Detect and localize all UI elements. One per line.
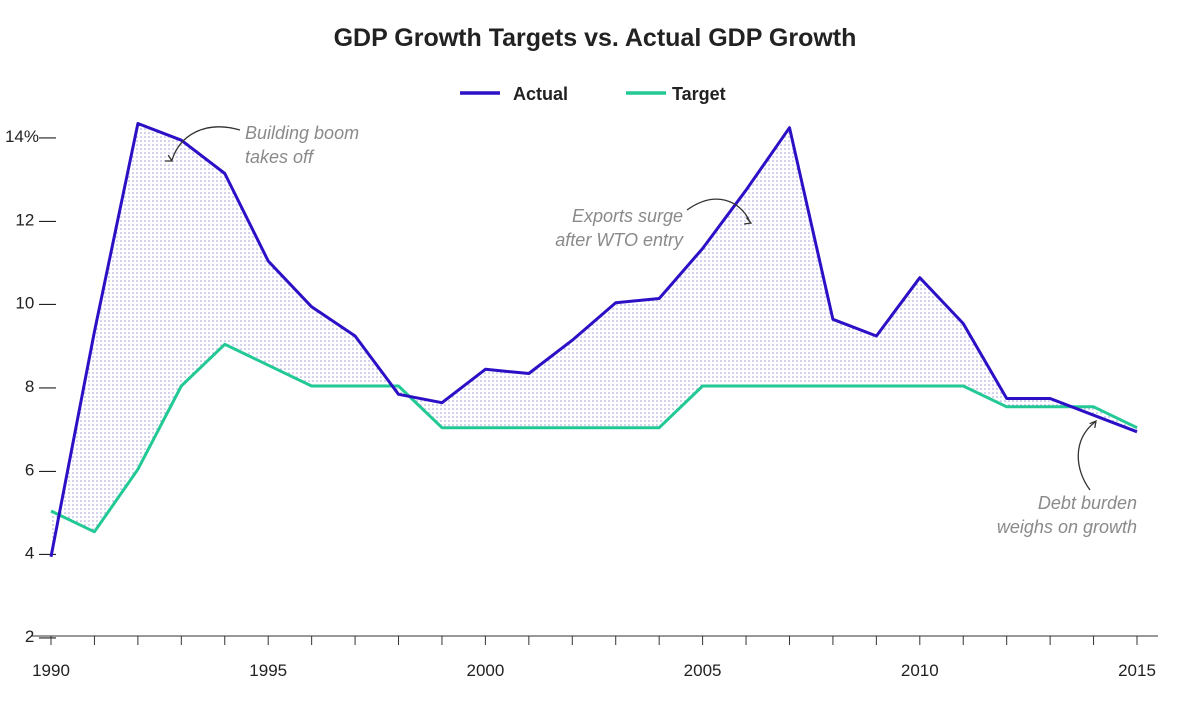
annotation-text-line: weighs on growth bbox=[997, 517, 1137, 537]
annotation-arrowhead bbox=[744, 217, 753, 225]
annotation-text-line: takes off bbox=[245, 147, 315, 167]
chart-axes: 1990 1995 2000 2005 2010 2015 14%— 12 — 10 — 8 — 6… bbox=[5, 127, 1158, 680]
annotation-text-line: after WTO entry bbox=[555, 230, 684, 250]
annotation-wto: Exports surge after WTO entry bbox=[555, 198, 753, 250]
legend-label-target: Target bbox=[672, 84, 726, 104]
y-tick-label: 10 — bbox=[15, 294, 56, 313]
y-tick-label: 14%— bbox=[5, 127, 56, 146]
y-tick-label: 8 — bbox=[25, 377, 56, 396]
x-tick-label: 2005 bbox=[684, 661, 722, 680]
chart-title: GDP Growth Targets vs. Actual GDP Growth bbox=[334, 24, 857, 52]
actual-series-line bbox=[49, 122, 1138, 558]
y-tick-label: 12 — bbox=[15, 210, 56, 229]
annotation-text-line: Debt burden bbox=[1038, 493, 1137, 513]
x-tick-label: 2000 bbox=[466, 661, 504, 680]
annotation-boom: Building boom takes off bbox=[165, 123, 359, 167]
x-tick-label: 2010 bbox=[901, 661, 939, 680]
x-tick-label: 1990 bbox=[32, 661, 70, 680]
chart-legend: Actual Target bbox=[460, 84, 726, 104]
annotation-arrow bbox=[1077, 421, 1096, 491]
annotation-arrowhead bbox=[165, 154, 174, 162]
y-tick-label: 6 — bbox=[25, 460, 56, 479]
annotation-text-line: Exports surge bbox=[572, 206, 683, 226]
annotation-text-line: Building boom bbox=[245, 123, 359, 143]
annotation-arrow bbox=[686, 198, 751, 223]
y-tick-label: 4 — bbox=[25, 544, 56, 563]
chart-series bbox=[49, 122, 1138, 558]
legend-label-actual: Actual bbox=[513, 84, 568, 104]
annotation-arrow bbox=[171, 126, 241, 161]
annotation-debt: Debt burden weighs on growth bbox=[997, 419, 1137, 537]
x-tick-label: 2015 bbox=[1118, 661, 1156, 680]
x-tick-label: 1995 bbox=[249, 661, 287, 680]
target-series-line bbox=[50, 342, 1138, 534]
annotation-arrowhead bbox=[1089, 419, 1097, 429]
chart-annotations: Building boom takes off Exports surge after… bbox=[165, 123, 1137, 537]
y-tick-label: 2 — bbox=[25, 627, 56, 646]
actual-target-gap-area bbox=[51, 123, 1137, 557]
